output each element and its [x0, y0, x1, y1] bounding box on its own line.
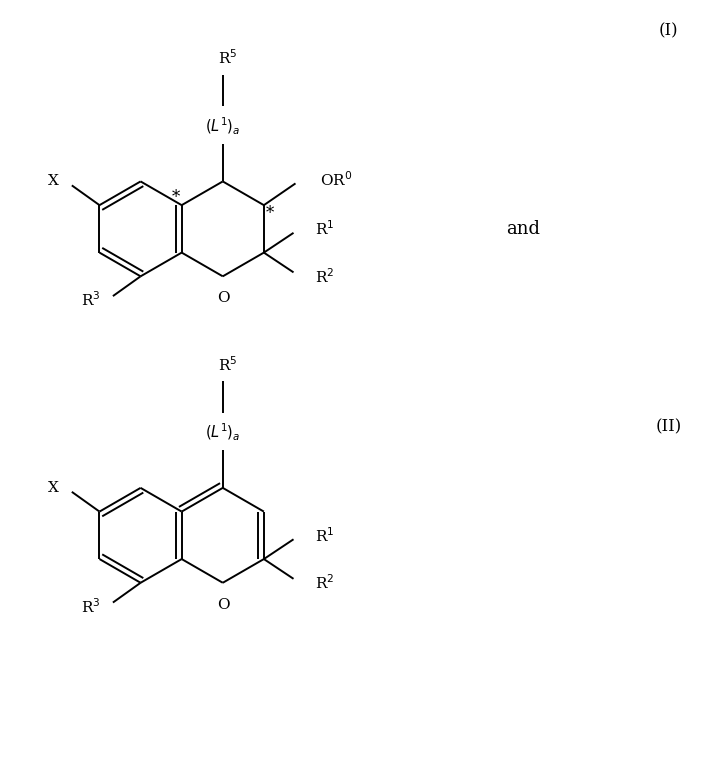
Text: X: X — [48, 174, 59, 188]
Text: OR$^0$: OR$^0$ — [320, 170, 352, 188]
Text: X: X — [48, 481, 59, 495]
Text: R$^1$: R$^1$ — [315, 526, 335, 545]
Text: R$^5$: R$^5$ — [218, 48, 237, 67]
Text: (II): (II) — [655, 418, 681, 435]
Text: O: O — [218, 597, 230, 612]
Text: *: * — [172, 188, 180, 206]
Text: (I): (I) — [659, 23, 678, 40]
Text: R$^2$: R$^2$ — [315, 573, 335, 592]
Text: R$^5$: R$^5$ — [218, 355, 237, 374]
Text: R$^1$: R$^1$ — [315, 220, 335, 239]
Text: R$^3$: R$^3$ — [81, 597, 100, 616]
Text: R$^2$: R$^2$ — [315, 267, 335, 285]
Text: and: and — [506, 220, 540, 238]
Text: $(L^1)_a$: $(L^1)_a$ — [205, 422, 240, 443]
Text: R$^3$: R$^3$ — [81, 291, 100, 310]
Text: $(L^1)_a$: $(L^1)_a$ — [205, 116, 240, 137]
Text: O: O — [218, 291, 230, 305]
Text: *: * — [266, 205, 274, 221]
